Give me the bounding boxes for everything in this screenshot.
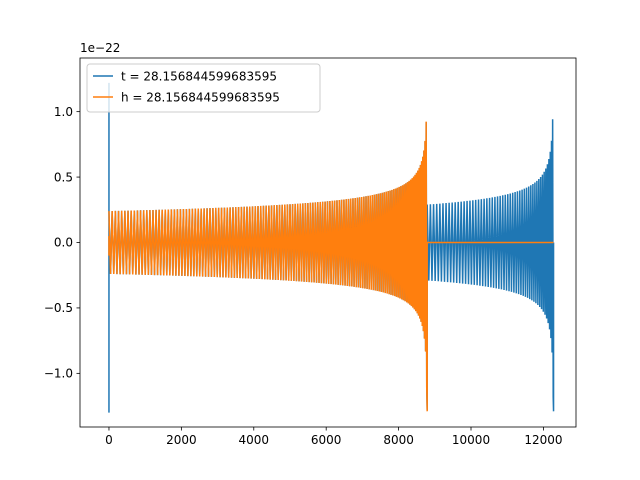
y-axis-ticks: −1.0 −0.5 0.0 0.5 1.0: [44, 105, 80, 381]
series-layer: [108, 82, 555, 413]
y-tick-label: −0.5: [44, 301, 73, 315]
y-axis-offset-label: 1e−22: [80, 41, 120, 55]
legend-label-h: h = 28.156844599683595: [121, 91, 280, 105]
y-tick-label: 0.0: [54, 236, 73, 250]
series-path: [108, 121, 554, 412]
legend: t = 28.156844599683595 h = 28.1568445996…: [86, 63, 321, 113]
x-tick-label: 10000: [452, 433, 490, 447]
x-tick-label: 2000: [166, 433, 197, 447]
x-tick-label: 8000: [383, 433, 414, 447]
y-tick-label: 1.0: [54, 105, 73, 119]
y-tick-label: −1.0: [44, 367, 73, 381]
x-tick-label: 4000: [239, 433, 270, 447]
legend-label-t: t = 28.156844599683595: [121, 70, 277, 84]
y-tick-label: 0.5: [54, 170, 73, 184]
series-h-line: [108, 121, 554, 412]
x-axis-ticks: 0 2000 4000 6000 8000 10000 12000: [105, 427, 563, 447]
x-tick-label: 12000: [524, 433, 562, 447]
x-tick-label: 6000: [311, 433, 342, 447]
x-tick-label: 0: [105, 433, 113, 447]
legend-frame: [86, 63, 321, 113]
